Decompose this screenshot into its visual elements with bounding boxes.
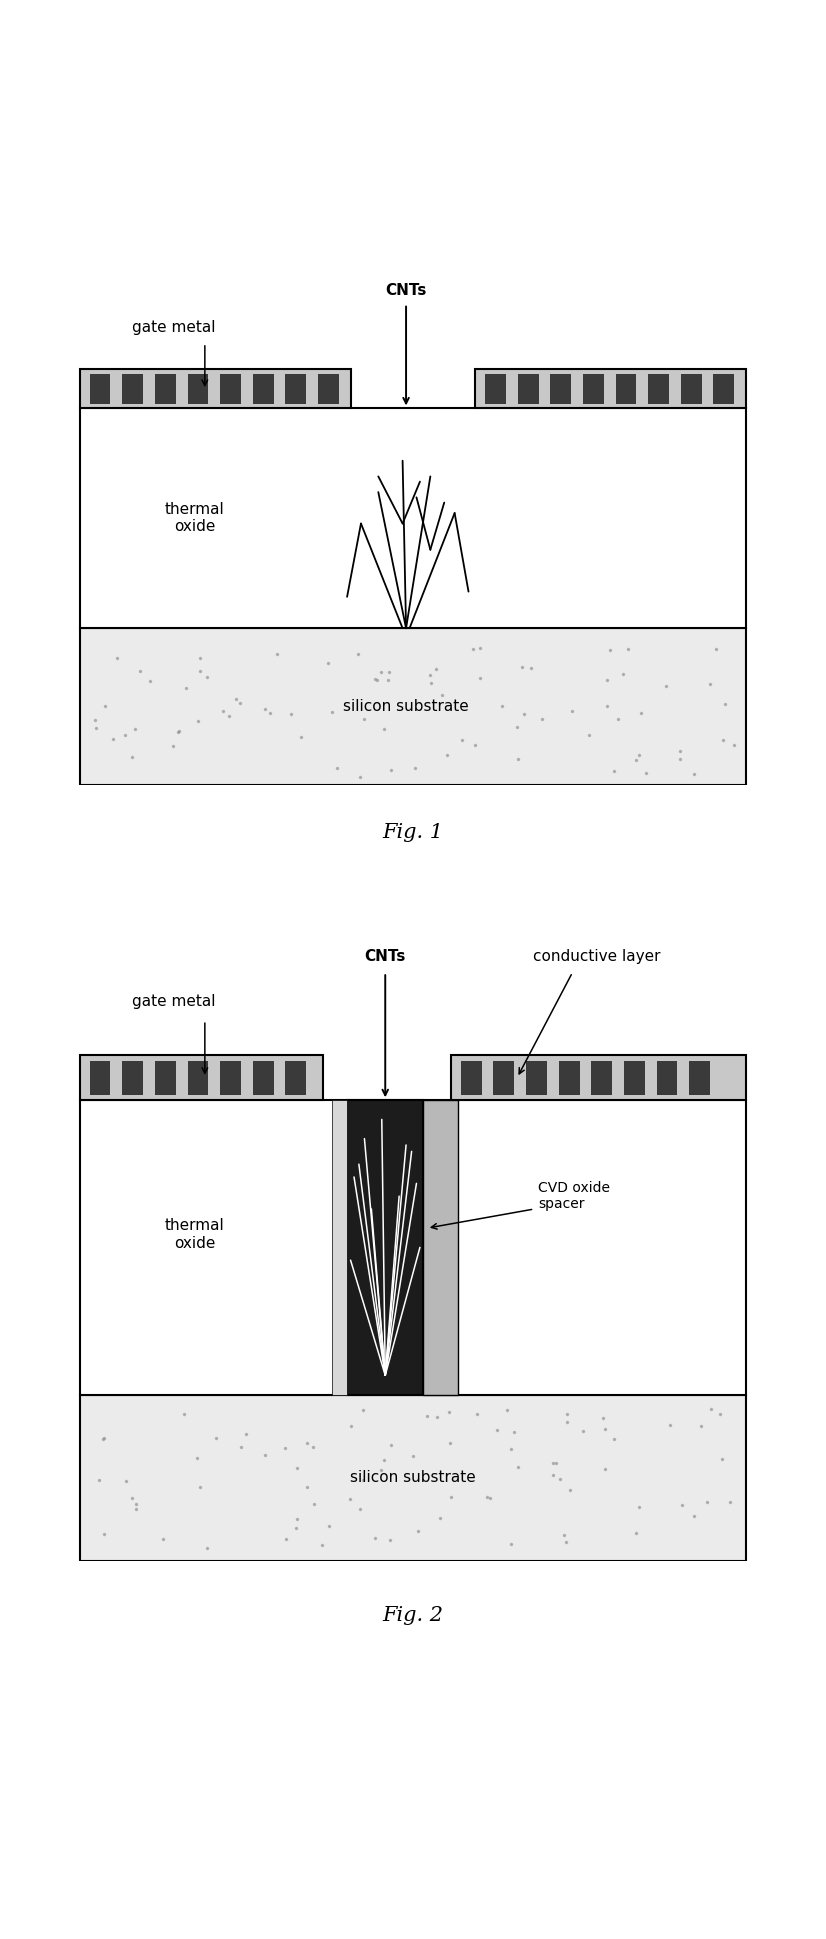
Bar — [591, 1061, 612, 1096]
Bar — [615, 374, 636, 403]
Text: conductive layer: conductive layer — [533, 948, 661, 964]
Text: CNTs: CNTs — [364, 948, 406, 964]
Bar — [80, 368, 350, 409]
Bar — [80, 1394, 746, 1561]
Bar — [253, 374, 273, 403]
Bar — [648, 374, 669, 403]
Text: CVD oxide
spacer: CVD oxide spacer — [538, 1181, 610, 1212]
Bar — [90, 1061, 111, 1096]
Bar — [253, 1061, 273, 1096]
Bar — [188, 374, 208, 403]
Bar — [347, 1099, 424, 1394]
Bar — [80, 628, 746, 785]
Bar — [550, 374, 572, 403]
Bar — [122, 1061, 143, 1096]
Bar — [485, 374, 506, 403]
Bar — [624, 1061, 645, 1096]
Bar — [558, 1061, 580, 1096]
Text: CNTs: CNTs — [386, 283, 427, 299]
Bar — [90, 374, 111, 403]
Bar — [689, 1061, 710, 1096]
Bar — [285, 1061, 306, 1096]
Bar — [80, 1055, 323, 1099]
Text: thermal
oxide: thermal oxide — [164, 1218, 225, 1251]
Text: Fig. 2: Fig. 2 — [382, 1605, 444, 1625]
Bar — [155, 1061, 176, 1096]
Bar — [451, 1055, 746, 1099]
Bar — [122, 374, 143, 403]
Text: gate metal: gate metal — [132, 320, 216, 335]
Text: thermal
oxide: thermal oxide — [164, 502, 225, 535]
Text: Fig. 1: Fig. 1 — [382, 822, 444, 842]
Bar — [188, 1061, 208, 1096]
Bar — [476, 368, 746, 409]
Bar — [80, 1099, 746, 1394]
Bar — [424, 1099, 458, 1394]
Text: silicon substrate: silicon substrate — [343, 700, 469, 714]
Text: silicon substrate: silicon substrate — [350, 1470, 476, 1485]
Bar — [155, 374, 176, 403]
Bar — [681, 374, 701, 403]
Bar — [526, 1061, 547, 1096]
Bar — [583, 374, 604, 403]
Bar — [220, 374, 241, 403]
Bar — [461, 1061, 482, 1096]
Bar — [80, 409, 746, 628]
Text: gate metal: gate metal — [132, 993, 216, 1008]
Bar — [318, 374, 339, 403]
Bar — [493, 1061, 515, 1096]
Bar — [220, 1061, 241, 1096]
Bar — [714, 374, 734, 403]
Bar — [657, 1061, 677, 1096]
Bar — [518, 374, 539, 403]
Bar — [332, 1099, 347, 1394]
Bar — [285, 374, 306, 403]
